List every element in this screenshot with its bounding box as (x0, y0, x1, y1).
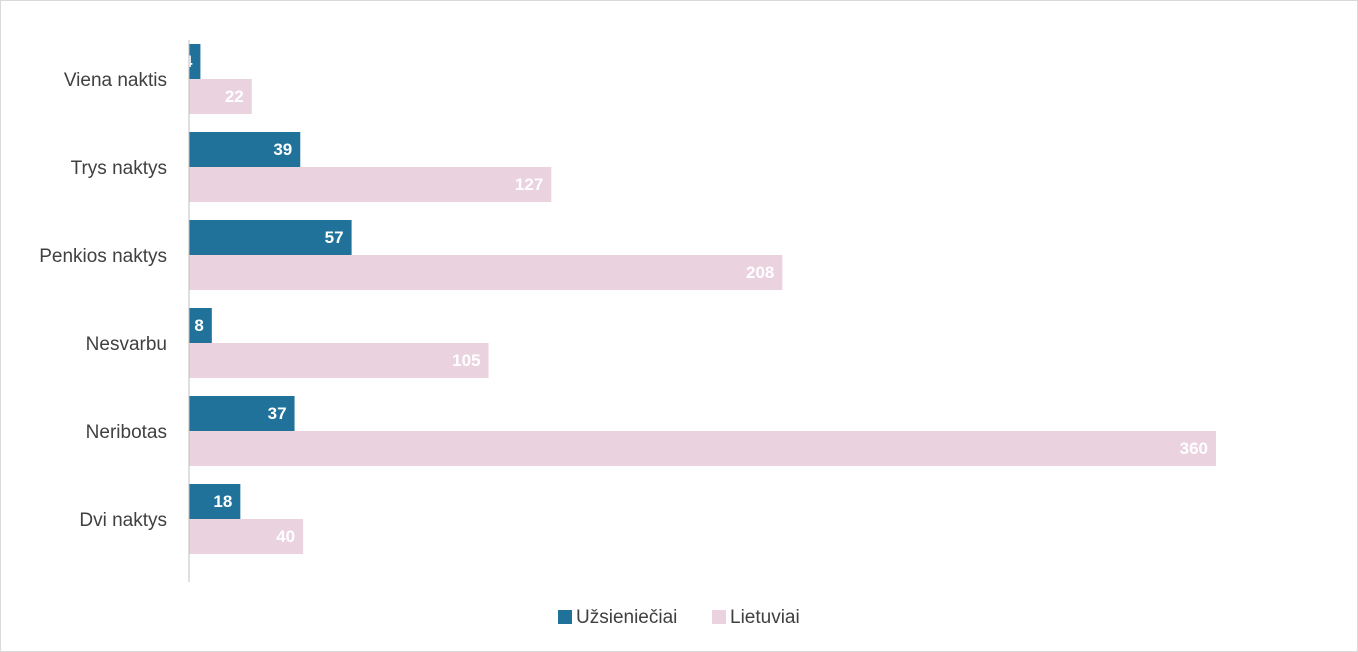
category-label: Viena naktis (64, 70, 167, 91)
category-label: Trys naktys (71, 158, 167, 179)
category-label: Penkios naktys (39, 246, 167, 267)
data-label: 4 (183, 52, 193, 71)
data-label: 127 (515, 175, 543, 194)
data-label: 105 (452, 351, 480, 370)
category-label: Neribotas (86, 422, 167, 443)
legend-label: Užsieniečiai (576, 607, 677, 628)
category-labels: Viena naktis Trys naktys Penkios naktys Nes… (39, 70, 167, 531)
bar-series-2 (189, 79, 252, 114)
data-label: 18 (213, 492, 232, 511)
data-label: 8 (194, 316, 203, 335)
bar-series-1 (189, 44, 201, 79)
bar-series-2 (189, 255, 783, 290)
bar-series-2 (189, 167, 552, 202)
bar-series-1 (189, 308, 212, 343)
data-label: 22 (225, 87, 244, 106)
bar-series-2 (189, 431, 1216, 466)
bar-series-1 (189, 484, 241, 519)
legend: Užsieniečiai Lietuviai (558, 607, 800, 628)
legend-swatch (558, 610, 572, 624)
legend-swatch (712, 610, 726, 624)
category-label: Dvi naktys (79, 510, 167, 531)
bar-series-1 (189, 220, 352, 255)
bar-series-2 (189, 343, 489, 378)
data-label: 40 (276, 527, 295, 546)
legend-label: Lietuviai (730, 607, 800, 628)
bar-series-2 (189, 519, 304, 554)
data-label: 39 (273, 140, 292, 159)
data-label: 208 (746, 263, 774, 282)
bar-series-1 (189, 132, 301, 167)
bars-group: 4 22 39 127 57 208 8 105 37 360 18 40 (183, 44, 1216, 554)
data-label: 57 (325, 228, 344, 247)
bar-series-1 (189, 396, 295, 431)
category-label: Nesvarbu (86, 334, 167, 355)
data-label: 360 (1180, 439, 1208, 458)
data-label: 37 (268, 404, 287, 423)
